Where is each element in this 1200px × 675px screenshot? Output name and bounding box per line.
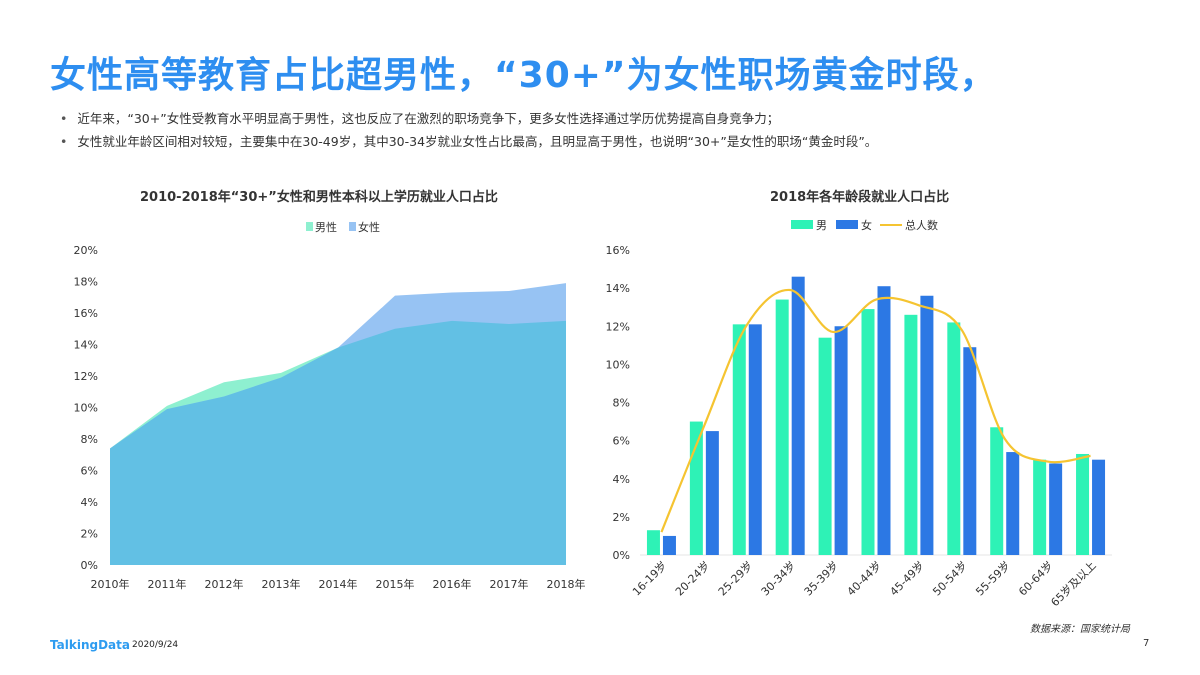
female-bar — [877, 286, 891, 555]
x-tick-label: 2011年 — [148, 577, 187, 591]
male-bar — [775, 299, 789, 555]
female-bar — [1049, 463, 1063, 555]
page-number: 7 — [1143, 638, 1150, 649]
x-tick-label: 16-19岁 — [629, 558, 669, 598]
bullet-2: 女性就业年龄区间相对较短，主要集中在30-49岁，其中30-34岁就业女性占比最… — [60, 131, 877, 150]
y-tick-label: 2% — [81, 528, 98, 541]
y-tick-label: 14% — [74, 339, 98, 352]
y-tick-label: 10% — [606, 358, 630, 371]
female-bar — [834, 326, 848, 555]
legend-male-swatch — [306, 222, 313, 231]
y-tick-label: 20% — [74, 244, 98, 257]
male-bar — [947, 322, 961, 555]
y-tick-label: 12% — [74, 370, 98, 383]
x-tick-label: 2013年 — [262, 577, 301, 591]
talkingdata-logo: TalkingData — [50, 638, 130, 652]
female-bar — [963, 347, 977, 555]
x-tick-label: 2017年 — [490, 577, 529, 591]
y-tick-label: 6% — [81, 465, 98, 478]
legend-male-swatch — [791, 220, 813, 229]
x-tick-label: 2015年 — [376, 577, 415, 591]
right-chart-title: 2018年各年龄段就业人口占比 — [770, 190, 950, 205]
y-tick-label: 18% — [74, 276, 98, 289]
female-bar — [1092, 459, 1106, 555]
x-tick-label: 55-59岁 — [973, 558, 1013, 598]
left-chart-title: 2010-2018年“30+”女性和男性本科以上学历就业人口占比 — [140, 190, 498, 205]
data-source: 数据来源：国家统计局 — [1030, 624, 1130, 635]
legend-total-label: 总人数 — [905, 218, 938, 232]
x-tick-label: 50-54岁 — [930, 558, 970, 598]
legend-female-label: 女 — [861, 218, 872, 232]
x-tick-label: 2014年 — [319, 577, 358, 591]
y-tick-label: 16% — [606, 244, 630, 257]
y-tick-label: 10% — [74, 402, 98, 415]
female-bar — [791, 276, 805, 555]
x-tick-label: 40-44岁 — [844, 558, 884, 598]
x-tick-label: 60-64岁 — [1015, 558, 1055, 598]
footer-date: 2020/9/24 — [132, 640, 179, 650]
legend-male-label: 男性 — [315, 220, 337, 234]
x-tick-label: 30-34岁 — [758, 558, 798, 598]
male-bar — [818, 337, 832, 555]
y-tick-label: 2% — [613, 511, 630, 524]
x-tick-label: 35-39岁 — [801, 558, 841, 598]
male-bar — [861, 309, 875, 555]
legend-female-label: 女性 — [358, 220, 380, 234]
female-bar — [1006, 452, 1020, 555]
x-tick-label: 2018年 — [547, 577, 586, 591]
male-bar — [904, 314, 918, 555]
overlap-area — [110, 320, 566, 565]
male-bar — [1076, 453, 1090, 555]
x-tick-label: 65岁及以上 — [1048, 558, 1099, 609]
bullet-1: 近年来，“30+”女性受教育水平明显高于男性，这也反应了在激烈的职场竞争下，更多… — [60, 108, 779, 127]
total-line — [660, 288, 1091, 533]
y-tick-label: 8% — [613, 397, 630, 410]
x-tick-label: 2016年 — [433, 577, 472, 591]
y-tick-label: 14% — [606, 282, 630, 295]
legend-male-label: 男 — [816, 219, 827, 232]
y-tick-label: 12% — [606, 320, 630, 333]
y-tick-label: 0% — [81, 559, 98, 572]
male-bar — [646, 530, 660, 555]
y-tick-label: 6% — [613, 435, 630, 448]
page-title: 女性高等教育占比超男性，“30+”为女性职场黄金时段， — [50, 55, 997, 96]
female-bar — [705, 431, 719, 555]
female-bar — [748, 324, 762, 555]
x-tick-label: 45-49岁 — [887, 558, 927, 598]
male-bar — [732, 324, 746, 555]
female-bar — [920, 295, 934, 555]
legend-female-swatch — [349, 222, 356, 231]
male-bar — [689, 421, 703, 555]
x-tick-label: 2010年 — [91, 577, 130, 591]
legend-female-swatch — [836, 220, 858, 229]
male-bar — [990, 427, 1004, 555]
y-tick-label: 16% — [74, 307, 98, 320]
female-bar — [662, 535, 676, 555]
male-bar — [1033, 459, 1047, 555]
x-tick-label: 20-24岁 — [672, 558, 712, 598]
x-tick-label: 25-29岁 — [715, 558, 755, 598]
x-tick-label: 2012年 — [205, 577, 244, 591]
y-tick-label: 4% — [613, 473, 630, 486]
y-tick-label: 8% — [81, 433, 98, 446]
y-tick-label: 4% — [81, 496, 98, 509]
y-tick-label: 0% — [613, 549, 630, 562]
